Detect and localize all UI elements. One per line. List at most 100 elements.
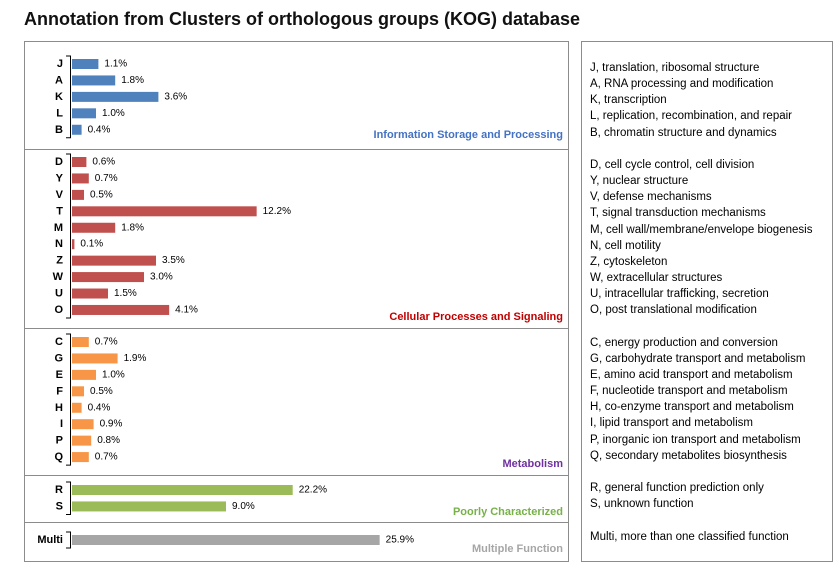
category-label: Q [54, 451, 63, 463]
value-label: 1.9% [124, 353, 147, 364]
legend-item: R, general function prediction only [590, 482, 764, 495]
bar-h [72, 402, 82, 413]
category-label: E [56, 369, 63, 381]
category-axis [66, 531, 71, 549]
category-label: G [54, 352, 63, 364]
value-label: 1.1% [104, 59, 127, 70]
category-label: C [55, 336, 63, 348]
bar-s [72, 501, 226, 512]
bar-z [72, 255, 156, 266]
category-label: O [54, 304, 63, 316]
section-label: Poorly Characterized [453, 506, 563, 518]
bar-w [72, 272, 144, 283]
chart-panel-border [24, 41, 569, 562]
category-label: B [55, 124, 63, 136]
category-axis [66, 55, 71, 139]
category-axis [66, 153, 71, 319]
legend-group: D, cell cycle control, cell division Y, n… [590, 157, 812, 319]
value-label: 1.0% [102, 369, 125, 380]
value-label: 1.8% [121, 222, 144, 233]
bar-b [72, 124, 82, 135]
category-label: S [56, 500, 63, 512]
section-information-storage-and-processing: J 1.1% A 1.8% K 3.6% L 1.0% B 0.4% Information Sto… [55, 55, 563, 141]
category-label: J [57, 58, 63, 70]
legend-group: Multi, more than one classified function [590, 529, 812, 545]
legend-item: Q, secondary metabolites biosynthesis [590, 449, 787, 462]
legend-item: L, replication, recombination, and repai… [590, 110, 793, 123]
bar-i [72, 419, 94, 430]
value-label: 1.8% [121, 75, 144, 86]
section-multiple-function: Multi 25.9% Multiple Function [24, 522, 569, 555]
value-label: 1.0% [102, 108, 125, 119]
legend-box: J, translation, ribosomal structure A, RN… [581, 41, 833, 562]
legend-group: J, translation, ribosomal structure A, RN… [590, 60, 812, 141]
category-label: I [60, 418, 63, 430]
bar-f [72, 386, 84, 397]
bar-l [72, 108, 96, 119]
section-label: Metabolism [502, 458, 563, 470]
value-label: 0.4% [88, 124, 111, 135]
bar-g [72, 353, 118, 364]
category-label: H [55, 402, 63, 414]
category-label: R [55, 484, 63, 496]
section-cellular-processes-and-signaling: D 0.6% Y 0.7% V 0.5% T 12.2% M 1.8% N 0.1% Z 3.5% W 3.0… [24, 149, 569, 323]
category-label: F [56, 385, 63, 397]
category-label: T [56, 205, 63, 217]
legend-item: T, signal transduction mechanisms [590, 207, 766, 220]
category-axis [66, 333, 71, 466]
bar-a [72, 75, 116, 86]
bar-n [72, 239, 75, 250]
bar-v [72, 189, 84, 200]
legend-item: W, extracellular structures [590, 272, 723, 285]
bar-t [72, 206, 257, 217]
value-label: 0.1% [80, 239, 103, 250]
kog-bar-chart: J 1.1% A 1.8% K 3.6% L 1.0% B 0.4% Information Sto… [24, 41, 569, 562]
category-label: D [55, 156, 63, 168]
legend-item: D, cell cycle control, cell division [590, 158, 755, 171]
category-axis [66, 481, 71, 515]
category-label: Z [56, 255, 63, 267]
legend-item: C, energy production and conversion [590, 336, 778, 349]
value-label: 25.9% [386, 535, 414, 546]
category-label: M [54, 222, 63, 234]
value-label: 0.7% [95, 173, 118, 184]
bar-d [72, 157, 87, 167]
section-metabolism: C 0.7% G 1.9% E 1.0% F 0.5% H 0.4% I 0.9% P 0.8% Q 0.7%… [24, 328, 569, 470]
value-label: 0.7% [95, 452, 118, 463]
legend-item: N, cell motility [590, 239, 661, 252]
value-label: 3.5% [162, 255, 185, 266]
bar-q [72, 452, 89, 463]
legend-item: S, unknown function [590, 498, 694, 511]
category-label: L [56, 107, 63, 119]
legend-item: Multi, more than one classified function [590, 530, 789, 543]
value-label: 0.6% [92, 157, 115, 168]
legend-group: C, energy production and conversion G, ca… [590, 335, 812, 464]
section-label: Cellular Processes and Signaling [389, 311, 563, 323]
category-label: V [56, 189, 64, 201]
bar-multi [72, 535, 380, 545]
legend-item: U, intracellular trafficking, secretion [590, 288, 769, 301]
value-label: 22.2% [299, 485, 327, 496]
bar-m [72, 222, 116, 233]
value-label: 0.5% [90, 386, 113, 397]
bar-c [72, 337, 89, 347]
legend-item: F, nucleotide transport and metabolism [590, 385, 788, 398]
bar-u [72, 288, 108, 299]
category-label: W [53, 271, 64, 283]
legend-item: M, cell wall/membrane/envelope biogenesi… [590, 223, 813, 236]
value-label: 0.7% [95, 337, 118, 348]
bar-o [72, 304, 170, 315]
section-poorly-characterized: R 22.2% S 9.0% Poorly Characterized [24, 475, 569, 518]
legend-item: E, amino acid transport and metabolism [590, 368, 793, 381]
bar-r [72, 485, 293, 495]
value-label: 3.6% [164, 91, 187, 102]
bar-y [72, 173, 89, 184]
page-title: Annotation from Clusters of orthologous … [24, 9, 580, 29]
legend-item: A, RNA processing and modification [590, 78, 774, 91]
legend-item: O, post translational modification [590, 304, 757, 317]
category-label: A [55, 74, 63, 86]
bar-p [72, 435, 92, 446]
bar-j [72, 59, 99, 69]
category-label: U [55, 288, 63, 300]
category-label: K [55, 91, 63, 103]
